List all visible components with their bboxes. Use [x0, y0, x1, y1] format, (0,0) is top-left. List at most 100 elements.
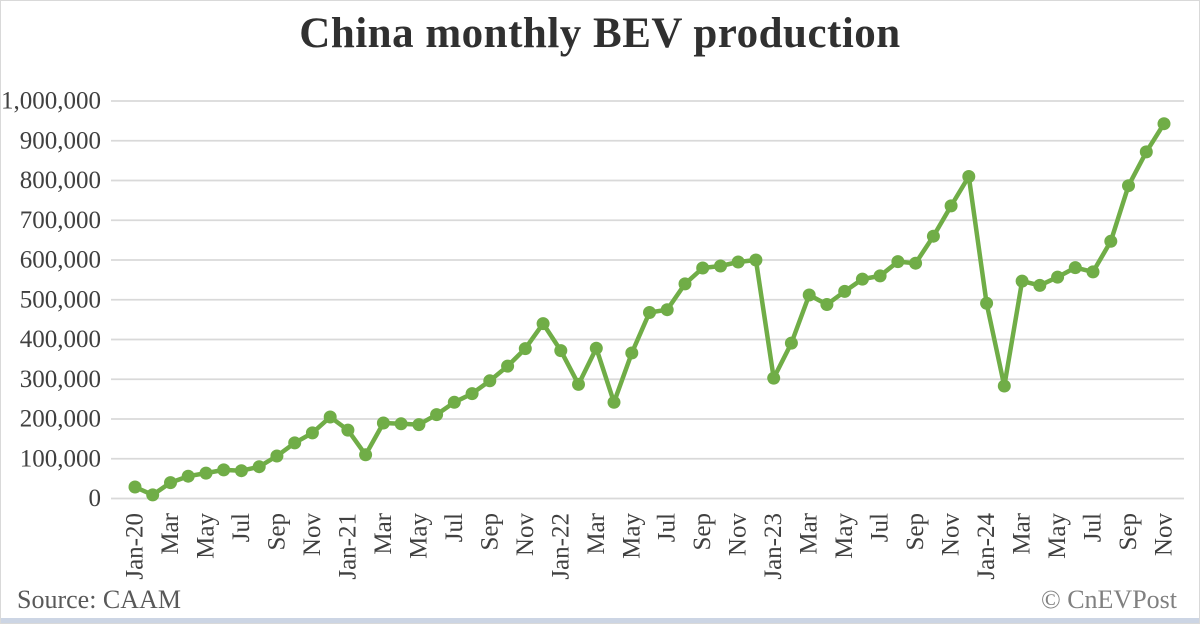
y-tick-label: 800,000 [20, 167, 101, 194]
data-point-marker [394, 417, 408, 431]
y-tick-label: 200,000 [20, 406, 101, 433]
data-point-marker [518, 342, 532, 356]
data-point-marker [802, 288, 816, 302]
data-point-marker [234, 464, 248, 478]
x-tick-label: May [192, 513, 219, 559]
data-point-marker [731, 255, 745, 269]
data-point-marker [554, 344, 568, 358]
data-point-marker [217, 463, 231, 477]
data-point-marker [359, 448, 373, 462]
x-tick-label: May [831, 513, 858, 559]
data-point-marker [660, 303, 674, 317]
data-point-marker [288, 436, 302, 450]
y-tick-label: 100,000 [20, 445, 101, 472]
data-point-marker [643, 306, 656, 319]
data-point-marker [625, 346, 639, 360]
y-tick-label: 600,000 [20, 247, 101, 274]
x-tick-label: Jul [654, 513, 681, 542]
x-tick-label: Sep [263, 513, 290, 551]
x-tick-label: Jul [1080, 513, 1107, 542]
data-point-marker [944, 199, 958, 213]
data-point-marker [536, 317, 550, 331]
data-point-marker [1068, 261, 1082, 275]
x-tick-label: Jan-22 [547, 513, 574, 580]
data-point-marker [1033, 278, 1047, 292]
x-tick-label: Mar [796, 512, 823, 554]
data-point-marker [323, 410, 337, 424]
x-tick-label: Nov [1151, 513, 1178, 557]
data-point-marker [749, 253, 763, 267]
x-tick-label: Mar [583, 512, 610, 554]
x-tick-label: Sep [902, 513, 929, 551]
data-point-marker [412, 418, 426, 432]
x-tick-label: Mar [370, 512, 397, 554]
x-tick-label: Jul [867, 513, 894, 542]
x-tick-label: Nov [512, 513, 539, 557]
x-tick-label: Sep [1115, 513, 1142, 551]
y-tick-label: 900,000 [20, 127, 101, 154]
x-tick-label: Nov [938, 513, 965, 557]
data-point-marker [1051, 270, 1065, 284]
data-point-marker [1122, 179, 1135, 193]
data-point-marker [164, 476, 177, 490]
y-tick-label: 400,000 [20, 326, 101, 353]
data-point-marker [1139, 145, 1153, 159]
x-tick-label: Mar [157, 512, 184, 554]
source-note: Source: CAAM [17, 585, 181, 614]
data-point-marker [891, 255, 905, 269]
data-point-marker [1157, 117, 1171, 131]
x-tick-label: Jan-23 [760, 513, 787, 580]
bottom-accent-bar [1, 618, 1199, 623]
data-point-marker [607, 395, 621, 409]
data-point-marker [465, 387, 479, 401]
data-point-marker [838, 284, 852, 298]
data-point-marker [1015, 274, 1029, 288]
y-tick-label: 700,000 [20, 207, 101, 234]
data-point-marker [997, 379, 1011, 393]
x-tick-label: Jan-24 [973, 513, 1000, 580]
data-point-marker [146, 488, 160, 502]
data-point-marker [1086, 265, 1100, 279]
data-point-marker [820, 298, 834, 311]
data-point-marker [447, 395, 461, 409]
data-point-marker [678, 277, 692, 291]
x-tick-label: May [618, 513, 645, 559]
x-tick-label: Jan-20 [122, 513, 149, 580]
y-tick-label: 500,000 [20, 286, 101, 313]
data-point-marker [909, 256, 923, 270]
x-tick-label: May [1044, 513, 1071, 559]
x-tick-label: Jul [441, 513, 468, 542]
data-point-marker [855, 272, 869, 286]
data-point-marker [252, 460, 266, 474]
copyright-note: © CnEVPost [1040, 585, 1177, 614]
data-point-marker [341, 423, 355, 437]
data-point-marker [589, 341, 603, 355]
chart-title: China monthly BEV production [299, 10, 901, 57]
data-point-marker [128, 480, 142, 494]
x-tick-label: Jan-21 [334, 513, 361, 580]
data-point-marker [767, 371, 781, 385]
data-point-marker [483, 374, 497, 388]
data-point-marker [199, 466, 213, 480]
data-point-marker [696, 261, 710, 275]
x-tick-label: May [405, 513, 432, 559]
data-point-marker [980, 296, 994, 310]
data-point-marker [181, 469, 195, 483]
data-point-marker [714, 259, 727, 273]
data-point-marker [305, 426, 319, 440]
data-point-marker [926, 229, 940, 243]
data-point-marker [1104, 234, 1118, 248]
y-tick-label: 1,000,000 [1, 88, 101, 115]
data-point-marker [873, 269, 887, 283]
data-point-marker [572, 377, 585, 391]
x-tick-label: Jul [228, 513, 255, 542]
x-tick-label: Mar [1009, 512, 1036, 554]
x-tick-label: Nov [725, 513, 752, 557]
data-point-marker [270, 449, 284, 463]
data-point-marker [501, 359, 515, 373]
y-tick-label: 300,000 [20, 366, 101, 393]
x-tick-label: Sep [476, 513, 503, 551]
data-point-marker [430, 408, 444, 422]
